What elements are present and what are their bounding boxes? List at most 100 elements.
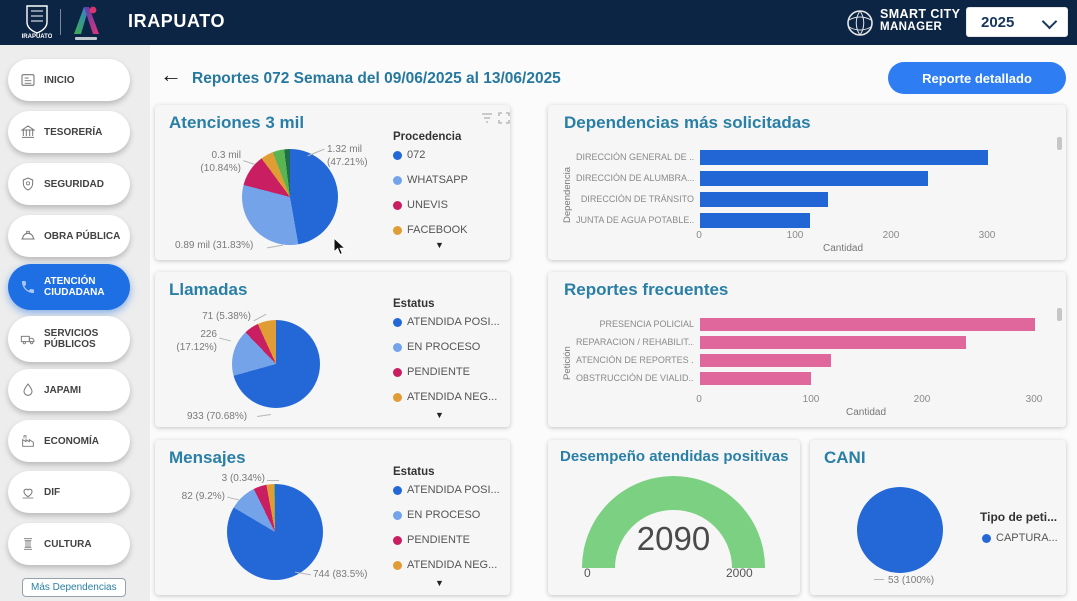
legend-label: PENDIENTE bbox=[407, 366, 470, 378]
x-axis-tick: 300 bbox=[978, 230, 996, 241]
legend-dot bbox=[393, 367, 402, 377]
focus-mode-icon[interactable] bbox=[498, 112, 510, 124]
sidebar-item-seguridad[interactable]: SEGURIDAD bbox=[8, 163, 130, 205]
pie-data-label: 1.32 mil (47.21%) bbox=[327, 144, 368, 168]
legend-item[interactable]: ATENDIDA POSI... bbox=[393, 484, 500, 496]
legend-label: CAPTURA... bbox=[996, 532, 1058, 544]
card-title: CANI bbox=[824, 448, 866, 467]
bar[interactable] bbox=[700, 213, 811, 228]
bar[interactable] bbox=[700, 318, 1036, 331]
bar[interactable] bbox=[700, 372, 811, 385]
smart-city-manager-wordmark: SMART CITY MANAGER bbox=[880, 7, 961, 34]
legend-item[interactable]: EN PROCESO bbox=[393, 509, 480, 521]
legend-item[interactable]: ATENDIDA NEG... bbox=[393, 559, 497, 571]
sidebar-item-label: INICIO bbox=[44, 74, 75, 86]
page-title: Reportes 072 Semana del 09/06/2025 al 13… bbox=[192, 70, 561, 87]
legend-label: FACEBOOK bbox=[407, 224, 468, 236]
legend-dot bbox=[393, 510, 402, 520]
bar[interactable] bbox=[700, 171, 928, 186]
detailed-report-button[interactable]: Reporte detallado bbox=[888, 62, 1066, 94]
legend-item[interactable]: EN PROCESO bbox=[393, 341, 480, 353]
legend-title: Tipo de peti... bbox=[980, 510, 1058, 524]
sidebar-item-obra-publica[interactable]: OBRA PÚBLICA bbox=[8, 215, 130, 257]
bar[interactable] bbox=[700, 192, 828, 207]
pie-data-label: 53 (100%) bbox=[888, 575, 935, 586]
legend-item[interactable]: UNEVIS bbox=[393, 199, 448, 211]
legend-item[interactable]: PENDIENTE bbox=[393, 534, 470, 546]
label-leader-line bbox=[267, 480, 279, 481]
sidebar-item-label: CULTURA bbox=[44, 538, 92, 550]
year-dropdown[interactable]: 2025 bbox=[966, 7, 1068, 37]
legend-dot bbox=[393, 150, 402, 160]
factory-chart-icon bbox=[22, 435, 34, 447]
legend-label: UNEVIS bbox=[407, 199, 448, 211]
legend-dot bbox=[393, 225, 402, 235]
legend-label: WHATSAPP bbox=[407, 174, 468, 186]
sidebar-item-dif[interactable]: DIF bbox=[8, 471, 130, 513]
legend-dot bbox=[393, 485, 402, 495]
card-title: Mensajes bbox=[169, 448, 246, 467]
card-title: Desempeño atendidas positivas bbox=[560, 448, 789, 465]
mouse-cursor bbox=[333, 237, 347, 256]
bar[interactable] bbox=[700, 354, 831, 367]
card-title: Dependencias más solicitadas bbox=[564, 113, 811, 132]
shield-icon bbox=[22, 177, 34, 191]
x-axis-tick: 0 bbox=[696, 230, 702, 241]
smart-city-line2: MANAGER bbox=[880, 21, 943, 34]
sidebar-item-cultura[interactable]: CULTURA bbox=[8, 523, 130, 565]
card-dependencias: Dependencias más solicitadas Dependencia… bbox=[548, 105, 1066, 260]
x-axis-label: Cantidad bbox=[822, 243, 864, 254]
legend-label: ATENDIDA NEG... bbox=[407, 559, 498, 571]
back-arrow-icon[interactable]: ← bbox=[160, 62, 182, 87]
legend-item[interactable]: WHATSAPP bbox=[393, 174, 468, 186]
legend-item[interactable]: PENDIENTE bbox=[393, 366, 470, 378]
sidebar-item-label: SEGURIDAD bbox=[44, 178, 105, 190]
sidebar-item-inicio[interactable]: INICIO bbox=[8, 59, 130, 101]
label-leader-line bbox=[227, 496, 239, 501]
mensajes-pie-chart[interactable] bbox=[227, 484, 323, 580]
bar[interactable] bbox=[700, 336, 966, 349]
atenciones-pie-chart[interactable] bbox=[242, 149, 338, 245]
legend-item[interactable]: ATENDIDA POSI... bbox=[393, 316, 500, 328]
filter-icon[interactable] bbox=[481, 112, 493, 124]
sidebar-item-label: ECONOMÍA bbox=[44, 435, 99, 447]
legend-item[interactable]: 072 bbox=[393, 149, 425, 161]
legend-dot bbox=[393, 535, 402, 545]
gauge-min-label: 0 bbox=[584, 566, 591, 580]
x-axis-tick: 200 bbox=[882, 230, 900, 241]
sidebar-item-atencion-ciudadana[interactable]: ATENCIÓN CIUDADANA bbox=[8, 264, 130, 310]
card-reportes-frecuentes: Reportes frecuentes Petición PRESENCIA P… bbox=[548, 272, 1066, 427]
legend-dot bbox=[393, 392, 402, 402]
cani-pie-chart[interactable] bbox=[857, 487, 943, 573]
legend-item[interactable]: ATENDIDA NEG... bbox=[393, 391, 497, 403]
bar-category-label: DIRECCIÓN DE ALUMBRA... bbox=[576, 173, 694, 183]
legend-item[interactable]: CAPTURA... bbox=[982, 532, 1058, 544]
sidebar-item-japami[interactable]: JAPAMI bbox=[8, 369, 130, 411]
legend-scroll-down-icon[interactable]: ▼ bbox=[435, 410, 444, 420]
legend-scroll-down-icon[interactable]: ▼ bbox=[435, 578, 444, 588]
card-desempeno: Desempeño atendidas positivas 2090 0 200… bbox=[548, 440, 800, 595]
legend-label: EN PROCESO bbox=[407, 509, 481, 521]
sidebar-item-servicios-publicos[interactable]: SERVICIOS PÚBLICOS bbox=[8, 316, 130, 362]
bar[interactable] bbox=[700, 150, 988, 165]
legend-dot bbox=[393, 560, 402, 570]
more-dependencias-button[interactable]: Más Dependencias bbox=[22, 578, 126, 597]
app-title: IRAPUATO bbox=[128, 11, 226, 31]
smart-city-line1: SMART CITY bbox=[880, 7, 961, 21]
legend-dot bbox=[393, 317, 402, 327]
legend-item[interactable]: FACEBOOK bbox=[393, 224, 468, 236]
chevron-down-icon bbox=[1041, 13, 1058, 30]
sidebar-item-label: DIF bbox=[44, 486, 61, 498]
sidebar-item-tesoreria[interactable]: TESORERÍA bbox=[8, 111, 130, 153]
sidebar-item-label: TESORERÍA bbox=[44, 126, 103, 138]
legend-scroll-down-icon[interactable]: ▼ bbox=[435, 240, 444, 250]
card-scrollbar[interactable] bbox=[1057, 137, 1062, 150]
label-leader-line bbox=[243, 160, 255, 165]
header-divider bbox=[60, 9, 61, 35]
pie-data-label: 0.89 mil (31.83%) bbox=[175, 240, 254, 251]
sidebar-item-economia[interactable]: ECONOMÍA bbox=[8, 420, 130, 462]
bank-icon bbox=[20, 125, 36, 138]
llamadas-pie-chart[interactable] bbox=[232, 320, 320, 408]
card-scrollbar[interactable] bbox=[1057, 308, 1062, 321]
